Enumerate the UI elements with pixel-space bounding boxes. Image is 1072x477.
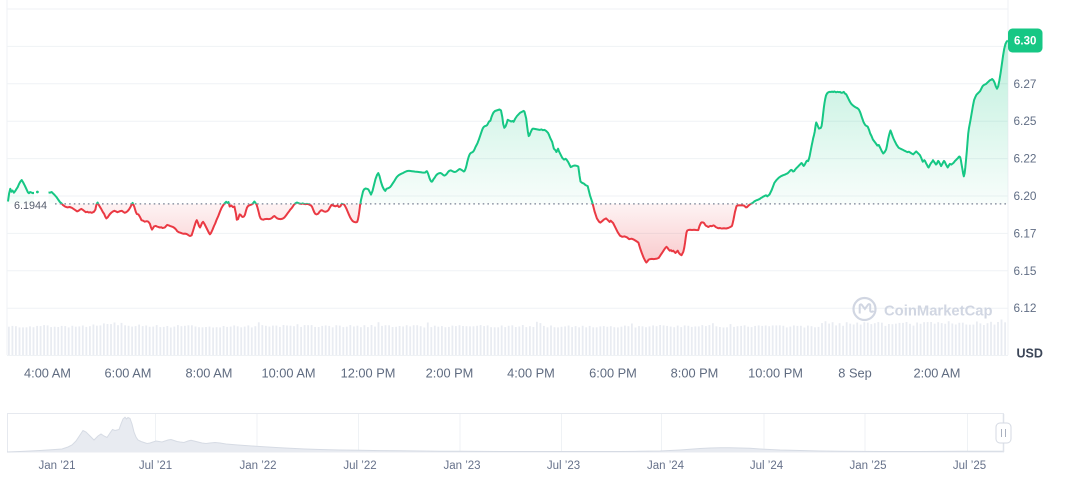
svg-text:Jul ’21: Jul ’21: [139, 460, 172, 472]
svg-text:10:00 AM: 10:00 AM: [261, 366, 315, 381]
svg-text:6.20: 6.20: [1014, 189, 1037, 203]
svg-text:10:00 PM: 10:00 PM: [748, 366, 803, 381]
svg-text:Jul ’23: Jul ’23: [547, 460, 580, 472]
svg-text:8:00 AM: 8:00 AM: [186, 366, 233, 381]
svg-text:USD: USD: [1017, 347, 1043, 361]
svg-text:Jul ’22: Jul ’22: [343, 460, 376, 472]
svg-text:Jan ’21: Jan ’21: [38, 460, 75, 472]
svg-text:6.27: 6.27: [1014, 77, 1037, 91]
svg-text:8 Sep: 8 Sep: [838, 366, 871, 381]
svg-text:Jan ’25: Jan ’25: [849, 460, 886, 472]
svg-text:Jan ’22: Jan ’22: [239, 460, 276, 472]
svg-text:6:00 AM: 6:00 AM: [105, 366, 152, 381]
svg-text:6.15: 6.15: [1014, 264, 1037, 278]
svg-text:6.22: 6.22: [1014, 152, 1037, 166]
svg-text:Jul ’25: Jul ’25: [953, 460, 986, 472]
svg-text:2:00 AM: 2:00 AM: [914, 366, 961, 381]
svg-text:Jan ’23: Jan ’23: [443, 460, 480, 472]
svg-text:4:00 PM: 4:00 PM: [507, 366, 555, 381]
svg-text:Jan ’24: Jan ’24: [647, 460, 685, 472]
svg-text:6.30: 6.30: [1014, 36, 1036, 48]
svg-text:CoinMarketCap: CoinMarketCap: [884, 304, 993, 320]
svg-text:6.1944: 6.1944: [14, 200, 47, 212]
svg-text:6.17: 6.17: [1014, 226, 1037, 240]
svg-text:6.25: 6.25: [1014, 114, 1037, 128]
svg-text:8:00 PM: 8:00 PM: [671, 366, 719, 381]
svg-text:2:00 PM: 2:00 PM: [426, 366, 474, 381]
svg-text:6.12: 6.12: [1014, 301, 1037, 315]
svg-text:12:00 PM: 12:00 PM: [341, 366, 396, 381]
svg-text:Jul ’24: Jul ’24: [750, 460, 784, 472]
svg-text:6:00 PM: 6:00 PM: [589, 366, 637, 381]
svg-text:4:00 AM: 4:00 AM: [24, 366, 71, 381]
